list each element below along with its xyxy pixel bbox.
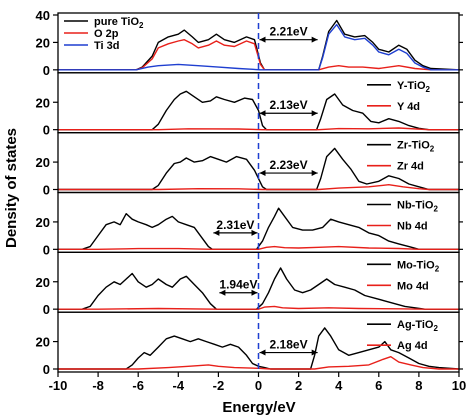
x-tick-label-0: -10 bbox=[49, 378, 68, 393]
legend-label-Zr-0: Zr-TiO2 bbox=[397, 140, 435, 154]
x-axis-title: Energy/eV bbox=[222, 399, 295, 416]
x-tick-label-5: 0 bbox=[255, 378, 262, 393]
x-tick-label-3: -4 bbox=[173, 378, 185, 393]
y-tick-label-pure-1: 20 bbox=[36, 35, 50, 50]
gap-arrowhead-left-Ag bbox=[259, 349, 266, 356]
gap-label-Mo: 1.94eV bbox=[219, 278, 257, 292]
legend-label-Nb-0: Nb-TiO2 bbox=[397, 200, 438, 214]
y-tick-label-Nb-0: 0 bbox=[43, 242, 50, 257]
gap-arrowhead-left-Zr bbox=[259, 170, 266, 177]
x-tick-label-1: -8 bbox=[92, 378, 104, 393]
panel-Nb: 0 20 2.31eV Nb-TiO2 Nb 4d bbox=[36, 191, 463, 257]
legend-Y: Y-TiO2 Y 4d bbox=[367, 80, 431, 113]
x-tick-label-6: 2 bbox=[295, 378, 302, 393]
y-tick-label-Zr-0: 0 bbox=[43, 183, 50, 198]
gap-arrowhead-right-Zr bbox=[311, 170, 318, 177]
legend-label-pure-0: pure TiO2 bbox=[94, 16, 144, 30]
series-line-Zr-0 bbox=[58, 147, 459, 191]
legend-label-Ag-0: Ag-TiO2 bbox=[397, 319, 438, 333]
series-line-Y-0 bbox=[58, 90, 459, 131]
legend-label-Ag-1: Ag 4d bbox=[397, 340, 428, 352]
gap-arrowhead-right-pure bbox=[311, 36, 318, 43]
gap-arrowhead-left-Mo bbox=[219, 289, 226, 296]
x-tick-label-2: -6 bbox=[132, 378, 144, 393]
y-tick-label-pure-2: 40 bbox=[36, 8, 50, 23]
gap-arrowhead-right-Ag bbox=[311, 349, 318, 356]
gap-label-Nb: 2.31eV bbox=[216, 218, 254, 232]
panel-Zr: 0 20 2.23eV Zr-TiO2 Zr 4d bbox=[36, 132, 463, 198]
y-tick-label-pure-0: 0 bbox=[43, 63, 50, 78]
legend-label-Mo-0: Mo-TiO2 bbox=[397, 259, 440, 273]
x-tick-label-4: -2 bbox=[213, 378, 225, 393]
y-tick-label-Mo-0: 0 bbox=[43, 302, 50, 317]
legend-Mo: Mo-TiO2 Mo 4d bbox=[367, 259, 440, 292]
y-tick-label-Ag-1: 20 bbox=[36, 335, 50, 350]
series-line-Mo-1 bbox=[58, 305, 459, 310]
legend-label-Y-0: Y-TiO2 bbox=[397, 80, 431, 94]
series-line-Zr-1 bbox=[58, 184, 459, 191]
gap-arrowhead-right-Nb bbox=[251, 229, 258, 236]
legend-Nb: Nb-TiO2 Nb 4d bbox=[367, 200, 438, 233]
legend-label-pure-1: O 2p bbox=[94, 28, 119, 40]
x-axis: -10 -8 -6 -4 -2 0 2 4 6 8 10 bbox=[49, 372, 466, 393]
x-tick-label-8: 6 bbox=[375, 378, 382, 393]
x-tick-label-10: 10 bbox=[452, 378, 466, 393]
y-tick-label-Mo-1: 20 bbox=[36, 275, 50, 290]
gap-arrowhead-left-Nb bbox=[213, 229, 220, 236]
panel-Ag: 0 20 2.18eV Ag-TiO2 Ag 4d bbox=[36, 311, 463, 377]
y-tick-label-Zr-1: 20 bbox=[36, 155, 50, 170]
series-line-Nb-1 bbox=[58, 245, 459, 250]
gap-label-Y: 2.13eV bbox=[270, 98, 308, 112]
panel-Mo: 0 20 1.94eV Mo-TiO2 Mo 4d bbox=[36, 251, 463, 317]
legend-Ag: Ag-TiO2 Ag 4d bbox=[367, 319, 438, 352]
gap-arrowhead-left-pure bbox=[259, 36, 266, 43]
x-tick-label-7: 4 bbox=[335, 378, 343, 393]
y-tick-label-Y-1: 20 bbox=[36, 95, 50, 110]
y-tick-label-Nb-1: 20 bbox=[36, 215, 50, 230]
x-tick-label-9: 8 bbox=[415, 378, 422, 393]
gap-arrowhead-right-Mo bbox=[251, 289, 258, 296]
gap-label-Zr: 2.23eV bbox=[270, 158, 308, 172]
series-line-pure-1 bbox=[58, 39, 459, 71]
gap-label-pure: 2.21eV bbox=[270, 25, 308, 39]
gap-arrowhead-right-Y bbox=[311, 110, 318, 117]
series-line-pure-2 bbox=[58, 23, 459, 71]
y-tick-label-Ag-0: 0 bbox=[43, 362, 50, 377]
legend-label-Y-1: Y 4d bbox=[397, 101, 420, 113]
gap-arrowhead-left-Y bbox=[259, 110, 266, 117]
series-line-Ag-1 bbox=[58, 356, 459, 370]
y-axis-title: Density of states bbox=[3, 128, 20, 248]
panel-Y: 0 20 2.13eV Y-TiO2 Y 4d bbox=[36, 72, 463, 138]
legend-label-Mo-1: Mo 4d bbox=[397, 280, 429, 292]
y-tick-label-Y-0: 0 bbox=[43, 123, 50, 138]
legend-label-Nb-1: Nb 4d bbox=[397, 221, 428, 233]
legend-label-pure-2: Ti 3d bbox=[94, 40, 119, 52]
gap-label-Ag: 2.18eV bbox=[270, 338, 308, 352]
legend-label-Zr-1: Zr 4d bbox=[397, 161, 424, 173]
legend-Zr: Zr-TiO2 Zr 4d bbox=[367, 140, 435, 173]
series-line-Y-1 bbox=[58, 127, 459, 131]
